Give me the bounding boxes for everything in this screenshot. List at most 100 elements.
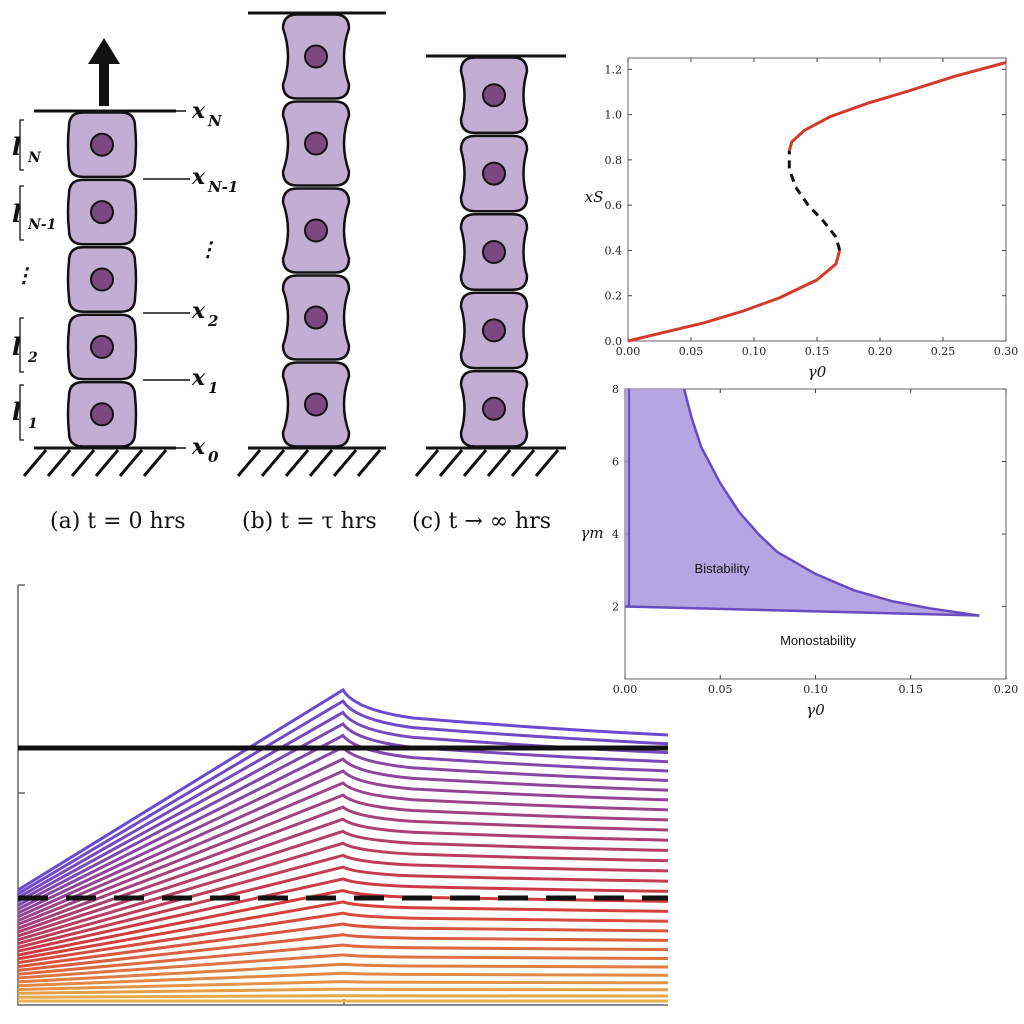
svg-text:l: l [12, 332, 21, 361]
svg-text:N: N [27, 150, 42, 166]
x-tick-label: 0.15 [899, 683, 924, 696]
length-label-l1: l 1 [12, 397, 38, 432]
sweep-trajectory-line [17, 877, 669, 953]
sweep-trajectory-line [17, 853, 669, 946]
stable-branch-line-3 [787, 61, 1007, 152]
svg-text:2: 2 [27, 350, 38, 366]
stable-branch-line-1 [627, 249, 842, 343]
position-label-x1: x 1 [191, 365, 218, 397]
sweep-trajectory-line [17, 733, 669, 907]
sweep-axes [17, 585, 668, 1006]
y-tick-label: 6 [612, 456, 619, 469]
sweep-trajectory-line [17, 980, 669, 991]
position-label-x2: x 2 [191, 298, 218, 330]
svg-text:x: x [191, 164, 206, 190]
x-tick-label: 0.30 [994, 345, 1019, 358]
position-label-xN-1: x N-1 [191, 164, 238, 196]
sweep-trajectory-line [17, 769, 669, 919]
substrate [236, 446, 386, 477]
sweep-trajectory-line [17, 943, 669, 976]
sweep-trajectory-line [17, 793, 669, 926]
svg-text:l: l [12, 132, 21, 161]
sweep-trajectory-line [17, 922, 669, 969]
c-nucleus-4 [482, 318, 506, 343]
y-tick-label: 8 [612, 383, 619, 396]
sweep-trajectory-line [17, 994, 669, 999]
ellipsis-right: ⋮ [198, 237, 218, 261]
x-tick-label: 0.15 [805, 345, 830, 358]
sweep-trajectory-line [17, 829, 669, 938]
bistability-region [625, 389, 980, 616]
x-axis-label: γ0 [806, 701, 825, 719]
b-nucleus-1 [304, 44, 328, 69]
sweep-trajectory-line [17, 900, 669, 961]
svg-text:N-1: N-1 [27, 217, 56, 233]
a-nucleus-4 [90, 334, 114, 359]
a-nucleus-3 [90, 267, 114, 292]
y-tick-label: 0.6 [605, 199, 623, 212]
svg-text:x: x [191, 434, 206, 460]
svg-text:x: x [191, 298, 206, 324]
bifurcation-chart: 0.00 0.05 0.10 0.15 0.20 0.25 0.30 0.0 0.2 0.4 0.6… [585, 57, 1019, 381]
y-axis-label: xS [585, 188, 604, 206]
sweep-trajectory-line [17, 781, 669, 922]
sweep-trajectory-line [17, 888, 669, 957]
svg-text:1: 1 [208, 379, 218, 397]
x-tick-label: 0.25 [931, 345, 956, 358]
a-nucleus-1 [90, 132, 114, 157]
c-nucleus-2 [482, 161, 506, 186]
sweep-trajectory-line [17, 971, 669, 988]
lower-boundary-line [624, 605, 980, 617]
c-nucleus-5 [482, 396, 506, 421]
trajectory-sweep-chart [17, 584, 669, 1006]
sweep-trajectory-line [17, 865, 669, 949]
length-label-lN: l N [12, 132, 42, 166]
c-nucleus-1 [482, 83, 506, 108]
sweep-trajectory-line [17, 987, 669, 995]
x-tick-label: 0.10 [742, 345, 767, 358]
length-brackets [19, 119, 24, 441]
sweep-trajectory-line [17, 933, 669, 972]
sweep-trajectory-line [17, 953, 669, 980]
x-tick-label: 0.20 [868, 345, 893, 358]
caption-c: (c) t → ∞ hrs [412, 509, 551, 534]
svg-text:N-1: N-1 [207, 178, 238, 196]
svg-text:l: l [12, 397, 21, 426]
y-tick-label: 1.2 [605, 63, 623, 76]
sweep-trajectory-line [17, 721, 669, 903]
phase-diagram-chart: 0.00 0.05 0.10 0.15 0.20 2 4 6 8 γ0 γm Bistability M… [580, 383, 1018, 719]
upper-boundary-line [682, 388, 980, 617]
panel-c-cell-column: (c) t → ∞ hrs [412, 54, 566, 534]
y-tick-label: 0.8 [605, 154, 623, 167]
a-nucleus-2 [90, 200, 114, 225]
sweep-trajectory-line [17, 817, 669, 934]
svg-text:0: 0 [208, 448, 219, 466]
svg-text:x: x [191, 98, 206, 124]
sweep-trajectory-line [17, 962, 669, 984]
y-tick-label: 0.2 [605, 290, 623, 303]
x-tick-label: 0.10 [803, 683, 828, 696]
svg-text:x: x [191, 365, 206, 391]
sweep-trajectory-line [17, 757, 669, 915]
b-nucleus-3 [304, 218, 328, 243]
sweep-trajectory-line [17, 805, 669, 930]
sweep-trajectory-line [17, 687, 669, 892]
caption-b: (b) t = τ hrs [242, 509, 377, 534]
y-tick-label: 4 [612, 528, 619, 541]
sweep-trajectory-line [17, 911, 669, 965]
y-tick-label: 0.4 [605, 244, 623, 257]
y-tick-label: 2 [612, 601, 619, 614]
sweep-trajectory-line [17, 841, 669, 942]
length-label-l2: l 2 [12, 332, 38, 366]
substrate [414, 446, 566, 477]
x-tick-label: 0.05 [708, 683, 733, 696]
a-nucleus-5 [90, 402, 114, 427]
length-label-lN-1: l N-1 [12, 199, 56, 233]
y-axis-label: γm [580, 524, 603, 542]
cells-c [459, 56, 529, 448]
up-arrow-icon [88, 38, 120, 106]
x-axis-label: γ0 [808, 363, 827, 381]
y-tick-label: 1.0 [605, 109, 623, 122]
unstable-branch-line [787, 150, 842, 251]
panel-b-cell-column: (b) t = τ hrs [236, 11, 386, 534]
